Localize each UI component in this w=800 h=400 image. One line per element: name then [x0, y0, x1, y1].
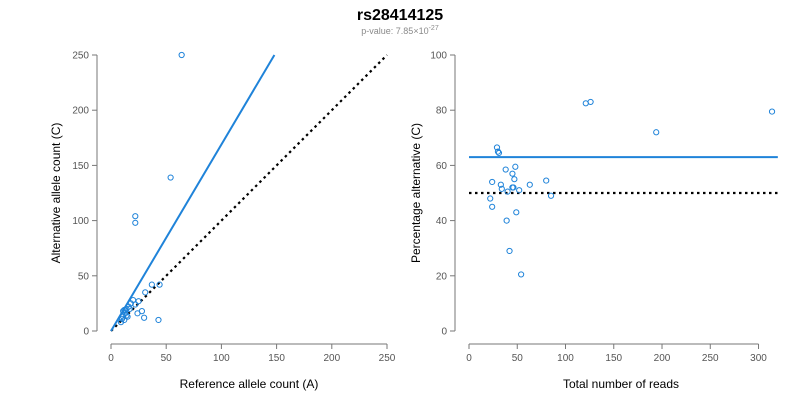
x-tick-label: 100	[557, 353, 574, 364]
data-point	[117, 319, 125, 326]
data-point	[489, 203, 496, 210]
left-panel: 0 50 100 150 200 250 0 50 100 150 200 250 Reference …	[49, 51, 396, 392]
data-point	[509, 184, 516, 191]
data-point	[518, 271, 525, 278]
right-panel: 0 50 100 150 200 250 300 0 20 40 60 80 100 Total numb…	[409, 51, 778, 391]
data-point	[504, 188, 511, 195]
p-value-exponent: -27	[429, 25, 439, 32]
data-point	[124, 313, 131, 320]
x-tick-label: 150	[268, 353, 285, 364]
y-tick-label: 0	[441, 327, 447, 338]
y-axis-title: Alternative allele count (C)	[49, 123, 63, 264]
x-tick-label: 100	[213, 353, 230, 364]
data-point	[134, 310, 141, 317]
y-tick-label: 40	[436, 216, 448, 227]
data-point	[148, 281, 155, 288]
x-tick-label: 50	[512, 353, 524, 364]
data-point	[506, 247, 513, 255]
y-tick-label: 100	[72, 216, 89, 227]
y-tick-label: 60	[436, 161, 448, 172]
data-point	[543, 177, 550, 184]
data-point	[167, 174, 174, 181]
data-point	[142, 289, 149, 296]
data-point	[141, 314, 148, 321]
x-tick-label: 50	[161, 353, 173, 364]
data-point	[653, 129, 660, 136]
data-point	[132, 219, 139, 226]
data-point	[547, 192, 555, 199]
fit-line	[110, 54, 276, 332]
data-point	[512, 163, 519, 170]
x-tick-label: 200	[323, 353, 340, 364]
reference-line	[110, 54, 388, 332]
y-tick-label: 20	[436, 271, 448, 282]
data-point	[509, 170, 516, 177]
y-axis-title: Percentage alternative (C)	[409, 123, 423, 263]
chart-title: rs28414125	[357, 7, 443, 24]
x-axis-title: Total number of reads	[563, 377, 679, 391]
data-point	[582, 100, 589, 107]
data-point	[487, 195, 494, 202]
x-tick-label: 150	[605, 353, 622, 364]
data-point	[516, 187, 523, 194]
y-tick-label: 250	[72, 51, 89, 62]
y-tick-label: 150	[72, 161, 89, 172]
data-point	[120, 313, 127, 320]
data-point	[126, 305, 133, 313]
data-point	[503, 217, 510, 224]
data-point	[495, 149, 503, 157]
data-point	[494, 148, 502, 155]
x-tick-label: 250	[379, 353, 396, 364]
x-tick-label: 0	[466, 353, 472, 364]
data-point	[493, 144, 501, 151]
data-point	[526, 181, 533, 188]
y-tick-label: 200	[72, 106, 89, 117]
y-tick-label: 0	[83, 327, 89, 338]
data-point	[502, 166, 509, 173]
data-point	[132, 213, 139, 220]
x-tick-label: 250	[702, 353, 719, 364]
data-point	[132, 301, 139, 308]
p-value-text: p-value: 7.85×10	[361, 26, 428, 36]
data-point	[155, 316, 162, 324]
data-point	[513, 209, 520, 216]
data-point	[178, 51, 185, 59]
data-point	[498, 185, 505, 192]
data-point	[497, 181, 504, 188]
data-point	[511, 176, 518, 183]
data-point	[123, 312, 130, 319]
x-axis-title: Reference allele count (A)	[180, 377, 319, 391]
data-point	[156, 281, 163, 288]
x-tick-label: 300	[750, 353, 767, 364]
data-point	[489, 178, 496, 186]
data-point	[122, 306, 129, 314]
y-tick-label: 50	[78, 271, 90, 282]
x-tick-label: 0	[108, 353, 114, 364]
data-point	[135, 298, 142, 305]
y-tick-label: 80	[436, 106, 448, 117]
y-tick-label: 100	[430, 51, 447, 62]
data-point	[768, 108, 776, 115]
chart-subtitle: p-value: 7.85×10-27	[361, 25, 439, 36]
x-tick-label: 200	[654, 353, 671, 364]
